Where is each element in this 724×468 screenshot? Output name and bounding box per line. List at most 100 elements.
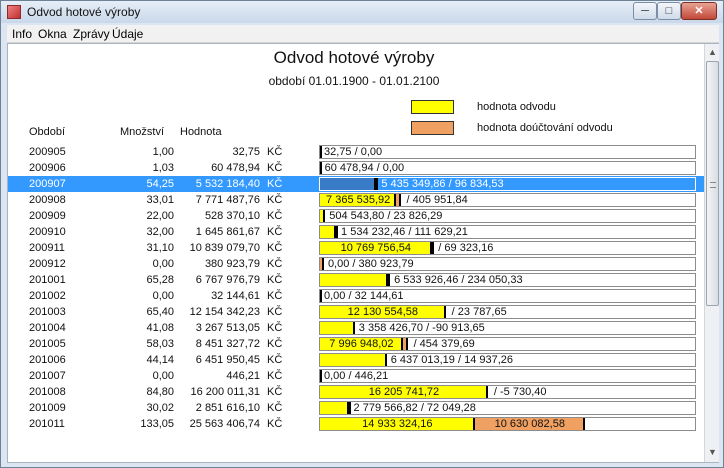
bar-track: 7 365 535,92 / 405 951,84 [319, 193, 696, 207]
report-period: období 01.01.1900 - 01.01.2100 [268, 74, 440, 88]
column-header-quantity: Množství [120, 126, 165, 138]
bar-track: 32,75 / 0,00 [319, 145, 696, 159]
bar-label-extra: / -5 730,40 [493, 386, 547, 398]
cell-quantity: 0,00 [152, 370, 174, 382]
vertical-scrollbar[interactable]: ▲ ▼ [704, 44, 719, 462]
cell-quantity: 1,03 [152, 162, 174, 174]
table-row[interactable]: 200910 32,00 1 645 861,67 KČ 1 534 232,46 / … [8, 224, 704, 240]
bar-odvod [320, 178, 377, 190]
cell-value: 32,75 [232, 146, 260, 158]
cell-period: 201009 [29, 402, 66, 414]
cell-quantity: 84,80 [146, 386, 174, 398]
cell-period: 201002 [29, 290, 66, 302]
scroll-up-icon[interactable]: ▲ [708, 47, 717, 57]
table-row[interactable]: 201007 0,00 446,21 KČ 0,00 / 446,21 [8, 368, 704, 384]
cell-period: 201004 [29, 322, 66, 334]
menu-bar: Info Okna Zprávy Údaje [7, 25, 719, 43]
cell-quantity: 0,00 [152, 290, 174, 302]
cell-currency: KČ [267, 290, 283, 302]
title-bar[interactable]: Odvod hotové výroby ─ □ ✕ [1, 1, 723, 23]
bar-track: 504 543,80 / 23 826,29 [319, 209, 696, 223]
bar-odvod [320, 338, 403, 350]
cell-currency: KČ [267, 210, 283, 222]
grip-icon [710, 182, 716, 188]
bar-odvod [320, 274, 388, 286]
scroll-thumb[interactable] [706, 61, 719, 306]
table-row[interactable]: 201002 0,00 32 144,61 KČ 0,00 / 32 144,61 [8, 288, 704, 304]
menu-udaje[interactable]: Údaje [112, 27, 144, 41]
bar-track: 6 437 013,19 / 14 937,26 [319, 353, 696, 367]
cell-value: 380 923,79 [204, 258, 260, 270]
menu-zpravy[interactable]: Zprávy [73, 27, 110, 41]
cell-quantity: 1,00 [152, 146, 174, 158]
cell-currency: KČ [267, 338, 283, 350]
cell-value: 2 851 616,10 [195, 402, 260, 414]
cell-currency: KČ [267, 354, 283, 366]
bar-track: 3 358 426,70 / -90 913,65 [319, 321, 696, 335]
bar-odvod [320, 146, 322, 158]
table-row[interactable]: 200912 0,00 380 923,79 KČ 0,00 / 380 923,79 [8, 256, 704, 272]
cell-quantity: 54,25 [146, 178, 174, 190]
minimize-button[interactable]: ─ [633, 2, 657, 20]
bar-label-main: 10 769 756,54 [340, 242, 411, 254]
scroll-down-icon[interactable]: ▼ [708, 447, 717, 457]
bar-track: 7 996 948,02 / 454 379,69 [319, 337, 696, 351]
cell-period: 200908 [29, 194, 66, 206]
cell-quantity: 65,40 [146, 306, 174, 318]
maximize-button[interactable]: □ [657, 2, 681, 20]
table-row[interactable]: 201006 44,14 6 451 950,45 KČ 6 437 013,19 / … [8, 352, 704, 368]
cell-currency: KČ [267, 322, 283, 334]
bar-label-extra: / 23 787,65 [451, 306, 507, 318]
bar-label: 6 533 926,46 / 234 050,33 [394, 274, 523, 286]
cell-period: 201006 [29, 354, 66, 366]
table-row[interactable]: 201004 41,08 3 267 513,05 KČ 3 358 426,70 / … [8, 320, 704, 336]
cell-currency: KČ [267, 370, 283, 382]
bar-label: 0,00 / 446,21 [324, 370, 389, 382]
table-row[interactable]: 200909 22,00 528 370,10 KČ 504 543,80 / 23 8… [8, 208, 704, 224]
bar-odvod [320, 386, 488, 398]
bar-track: 1 534 232,46 / 111 629,21 [319, 225, 696, 239]
bar-odvod [320, 418, 475, 430]
bar-label: 504 543,80 / 23 826,29 [329, 210, 443, 222]
table-row[interactable]: 201008 84,80 16 200 011,31 KČ 16 205 741,72 /… [8, 384, 704, 400]
cell-quantity: 22,00 [146, 210, 174, 222]
bar-doucovani [431, 242, 434, 254]
bar-label-main: 16 205 741,72 [368, 386, 440, 398]
table-row[interactable]: 201005 58,03 8 451 327,72 KČ 7 996 948,02 / 4… [8, 336, 704, 352]
cell-value: 7 771 487,76 [195, 194, 260, 206]
table-row[interactable]: 201009 30,02 2 851 616,10 KČ 2 779 566,82 / … [8, 400, 704, 416]
bar-doucovani [348, 402, 351, 414]
cell-currency: KČ [267, 178, 283, 190]
bar-track: 12 130 554,58 / 23 787,65 [319, 305, 696, 319]
table-row[interactable]: 200907 54,25 5 532 184,40 KČ 5 435 349,86 / … [8, 176, 704, 192]
bar-track: 10 769 756,54 / 69 323,16 [319, 241, 696, 255]
bar-odvod [320, 290, 322, 302]
cell-quantity: 65,28 [146, 274, 174, 286]
table-row[interactable]: 201011 133,05 25 563 406,74 KČ 14 933 324,16… [8, 416, 704, 432]
table-row[interactable]: 201001 65,28 6 767 976,79 KČ 6 533 926,46 / … [8, 272, 704, 288]
cell-quantity: 32,00 [146, 226, 174, 238]
bar-doucovani [335, 226, 338, 238]
cell-value: 528 370,10 [204, 210, 260, 222]
bar-track: 5 435 349,86 / 96 834,53 [319, 177, 696, 191]
menu-info[interactable]: Info [12, 27, 33, 41]
legend-swatch-doucovani [411, 121, 454, 135]
cell-value: 6 451 950,45 [195, 354, 260, 366]
cell-period: 201007 [29, 370, 66, 382]
cell-quantity: 33,01 [146, 194, 174, 206]
close-button[interactable]: ✕ [681, 2, 717, 20]
cell-period: 200910 [29, 226, 66, 238]
table-row[interactable]: 200908 33,01 7 771 487,76 KČ 7 365 535,92 / 4… [8, 192, 704, 208]
cell-period: 201011 [29, 418, 65, 430]
table-row[interactable]: 201003 65,40 12 154 342,23 KČ 12 130 554,58 /… [8, 304, 704, 320]
table-row[interactable]: 200905 1,00 32,75 KČ 32,75 / 0,00 [8, 144, 704, 160]
menu-okna[interactable]: Okna [38, 27, 67, 41]
cell-currency: KČ [267, 402, 283, 414]
table-row[interactable]: 200911 31,10 10 839 079,70 KČ 10 769 756,54 /… [8, 240, 704, 256]
bar-label: 5 435 349,86 / 96 834,53 [381, 178, 504, 190]
bar-odvod [320, 402, 349, 414]
table-row[interactable]: 200906 1,03 60 478,94 KČ 60 478,94 / 0,00 [8, 160, 704, 176]
bar-track: 6 533 926,46 / 234 050,33 [319, 273, 696, 287]
window-title: Odvod hotové výroby [27, 5, 141, 19]
bar-label: 3 358 426,70 / -90 913,65 [358, 322, 485, 334]
